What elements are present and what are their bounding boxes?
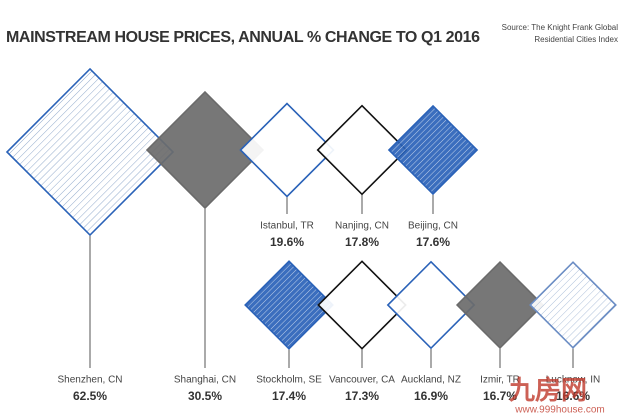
category-label: Izmir, TR [480,375,520,386]
value-label: 17.3% [345,389,379,403]
category-label: Shanghai, CN [174,375,236,386]
diamond [529,261,617,349]
value-label: 16.7% [483,389,517,403]
diamond [386,260,476,350]
watermark: www.999house.com [514,405,605,416]
category-label: Istanbul, TR [260,221,314,232]
source: Source: The Knight Frank Global [502,23,619,32]
category-label: Lucknow, IN [546,375,600,386]
value-label: 17.6% [416,235,450,249]
category-label: Nanjing, CN [335,221,389,232]
diamond [239,102,335,198]
chart-title: MAINSTREAM HOUSE PRICES, ANNUAL % CHANGE… [6,29,480,46]
value-label: 16.9% [414,389,448,403]
diamond [244,260,334,350]
diamond [317,260,407,350]
value-label: 19.6% [270,235,304,249]
category-label: Auckland, NZ [401,375,461,386]
diamond [387,104,479,196]
source: Residential Cities Index [534,35,618,44]
category-label: Shenzhen, CN [57,375,122,386]
diamond [316,104,408,196]
category-label: Stockholm, SE [256,375,322,386]
category-label: Beijing, CN [408,221,458,232]
diamond [145,90,265,210]
value-label: 62.5% [73,389,107,403]
diamond [455,260,545,350]
value-label: 16.6% [556,389,590,403]
value-label: 30.5% [188,389,222,403]
category-label: Vancouver, CA [329,375,395,386]
value-label: 17.8% [345,235,379,249]
diamond [5,67,175,237]
value-label: 17.4% [272,389,306,403]
watermark: 九房网 [508,375,587,405]
